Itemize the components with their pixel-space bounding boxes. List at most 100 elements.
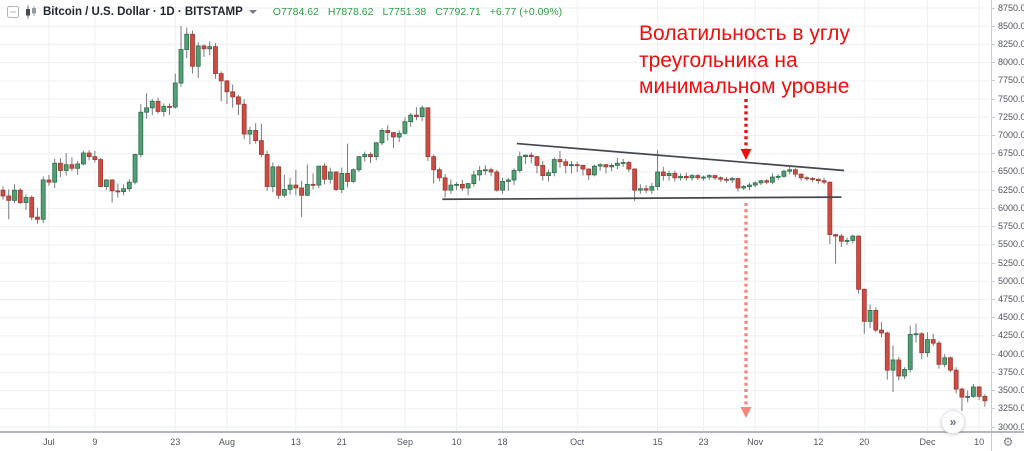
- candle-down: [35, 207, 40, 224]
- price-axis[interactable]: 8750.00 8500.00 8250.00 8000.00 7750.00 7500.…: [991, 0, 1024, 432]
- candle-up: [741, 185, 747, 191]
- candle-down: [155, 97, 161, 114]
- candle-down: [241, 99, 247, 140]
- candle-down: [213, 42, 218, 79]
- candle-down: [930, 333, 936, 347]
- candle-down: [557, 150, 563, 168]
- collapse-legend-icon[interactable]: [7, 6, 19, 18]
- candle-up: [787, 166, 793, 175]
- candle-down: [115, 183, 121, 198]
- gear-icon[interactable]: ⚙: [1002, 435, 1014, 449]
- candle-down: [735, 177, 741, 192]
- time-tick-label: Dec: [919, 437, 936, 447]
- candle-down: [948, 356, 953, 373]
- candle-up: [942, 354, 948, 368]
- candle-up: [207, 41, 213, 56]
- annotation-text[interactable]: Волатильность в углу треугольника на мин…: [639, 21, 850, 101]
- candle-down: [385, 125, 391, 141]
- candle-down: [414, 107, 419, 121]
- trendline-triangle-upper[interactable]: [516, 142, 845, 172]
- candle-up: [649, 182, 655, 194]
- candle-down: [695, 174, 701, 180]
- price-tick-label: 8750.00: [992, 3, 1024, 13]
- time-tick-label: Sep: [396, 437, 413, 447]
- candle-up: [511, 168, 517, 186]
- candle-down: [718, 176, 724, 183]
- candle-down: [856, 235, 861, 294]
- price-tick-label: 6250.00: [992, 185, 1024, 195]
- time-tick-label: Oct: [570, 437, 585, 447]
- time-axis[interactable]: Jul 9 23 Aug 13 21 Sep 10 18 Oct 15 23 Nov 12 20 Dec 10: [0, 431, 1024, 451]
- candle-down: [253, 123, 259, 144]
- candle-up: [63, 153, 69, 176]
- candle-up: [620, 158, 626, 167]
- candle-up: [614, 158, 620, 170]
- candle-up: [184, 27, 190, 59]
- candle-up: [132, 153, 138, 185]
- candle-down: [299, 180, 304, 218]
- candle-down: [391, 131, 396, 148]
- candle-down: [643, 185, 649, 194]
- candle-up: [270, 162, 276, 193]
- candle-down: [528, 152, 534, 164]
- symbol-title[interactable]: Bitcoin / U.S. Dollar · 1D · BITSTAMP: [43, 6, 243, 18]
- candle-up: [569, 161, 574, 174]
- candle-down: [827, 181, 833, 245]
- candle-up: [666, 170, 672, 181]
- candle-down: [919, 332, 925, 360]
- candle-up: [52, 158, 58, 188]
- candle-up: [689, 174, 695, 181]
- price-tick-label: 4000.00: [992, 349, 1024, 359]
- candle-up: [890, 345, 896, 393]
- ohlc-readout: O7784.62 H7878.62 L7751.38 C7792.71 +6.7…: [273, 6, 562, 18]
- candle-up: [482, 165, 488, 175]
- time-tick-label: 10: [974, 437, 985, 447]
- candle-up: [178, 26, 184, 87]
- symbol-dropdown-caret-icon[interactable]: [248, 10, 257, 18]
- candle-down: [838, 233, 844, 248]
- candle-down: [201, 44, 207, 57]
- candle-down: [982, 394, 988, 407]
- candle-up: [12, 184, 17, 204]
- candle-up: [402, 117, 408, 135]
- time-tick-label: 18: [497, 437, 508, 447]
- candle-down: [821, 177, 827, 185]
- annotation-line: треугольника на: [639, 48, 798, 72]
- candle-down: [276, 165, 282, 199]
- candle-down: [660, 166, 666, 181]
- candle-down: [580, 164, 586, 176]
- price-tick-label: 3250.00: [992, 403, 1024, 413]
- candle-up: [327, 167, 333, 184]
- candle-down: [574, 161, 580, 172]
- scroll-to-recent-button[interactable]: »: [941, 410, 965, 434]
- candle-up: [505, 177, 511, 191]
- candle-down: [322, 163, 327, 185]
- candle-down: [683, 172, 689, 181]
- candle-up: [477, 166, 482, 181]
- arrow-to-apex[interactable]: [740, 99, 752, 160]
- candle-down: [167, 103, 172, 116]
- trendline-triangle-lower[interactable]: [442, 196, 842, 201]
- candle-up: [23, 194, 29, 210]
- price-tick-label: 6500.00: [992, 166, 1024, 176]
- candle-down: [672, 170, 678, 182]
- candle-up: [706, 174, 712, 180]
- price-tick-label: 3500.00: [992, 385, 1024, 395]
- candle-up: [609, 163, 615, 172]
- candle-down: [264, 150, 270, 191]
- candle-down: [861, 288, 867, 334]
- candle-down: [896, 357, 902, 381]
- price-tick-label: 4500.00: [992, 312, 1024, 322]
- time-tick-label: 20: [859, 437, 870, 447]
- candle-up: [597, 163, 603, 171]
- candle-down: [224, 80, 230, 105]
- candle-up: [770, 173, 775, 185]
- candle-down: [190, 30, 195, 74]
- arrow-projection[interactable]: [740, 203, 752, 418]
- candle-up: [448, 179, 454, 194]
- candle-down: [230, 84, 236, 108]
- candle-down: [258, 123, 264, 158]
- candle-down: [798, 173, 804, 181]
